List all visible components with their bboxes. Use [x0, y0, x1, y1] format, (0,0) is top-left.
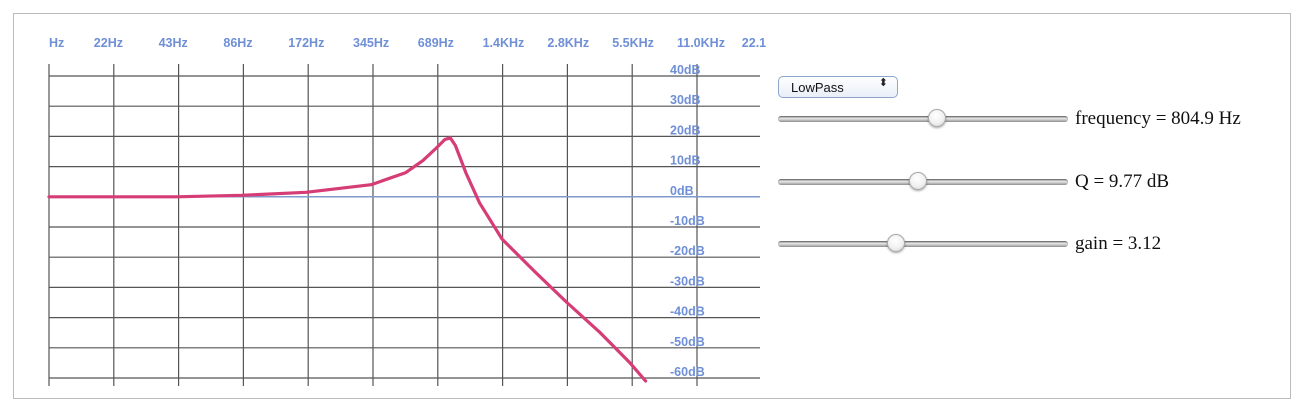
frequency-tick-label: 689Hz [418, 36, 454, 50]
frequency-tick-label: 345Hz [353, 36, 389, 50]
frequency-slider-row: frequency = 804.9 Hz [778, 107, 1298, 131]
frequency-tick-label: 2.8KHz [547, 36, 589, 50]
select-arrows-icon: ⬍ [878, 77, 888, 89]
db-tick-label: -10dB [670, 214, 705, 228]
frequency-tick-label: 1.4KHz [483, 36, 525, 50]
gain-value-label: gain = 3.12 [1075, 233, 1162, 254]
db-tick-label: -40dB [670, 305, 705, 319]
db-tick-label: 40dB [670, 63, 701, 77]
frequency-response-plot: 40dB 30dB 20dB 10dB 0dB -10dB -20dB -30dB -40dB -… [47, 36, 766, 386]
db-tick-label: -20dB [670, 244, 705, 258]
frequency-tick-label: 22.1 [742, 36, 766, 50]
frequency-tick-label: 5.5KHz [612, 36, 654, 50]
frequency-tick-label: Hz [49, 36, 64, 50]
gain-slider-thumb[interactable] [886, 234, 905, 252]
db-tick-label: 30dB [670, 93, 701, 107]
q-slider-thumb[interactable] [908, 172, 927, 190]
frequency-value-label: frequency = 804.9 Hz [1075, 108, 1241, 129]
db-tick-label: 20dB [670, 123, 701, 137]
filter-type-value: LowPass [791, 79, 844, 95]
db-tick-label: -50dB [670, 335, 705, 349]
q-value-label: Q = 9.77 dB [1075, 171, 1170, 192]
frequency-response-curve [47, 136, 648, 383]
frequency-slider-thumb[interactable] [927, 109, 946, 127]
filter-demo-panel: 40dB 30dB 20dB 10dB 0dB -10dB -20dB -30dB -40dB -… [13, 13, 1291, 399]
db-tick-label: -60dB [670, 365, 705, 379]
db-tick-label: -30dB [670, 274, 705, 288]
q-slider-row: Q = 9.77 dB [778, 170, 1298, 194]
frequency-tick-label: 172Hz [288, 36, 324, 50]
frequency-tick-label: 22Hz [94, 36, 123, 50]
frequency-tick-label: 86Hz [223, 36, 252, 50]
filter-type-select[interactable]: LowPass ⬍ [778, 76, 898, 98]
frequency-tick-label: 43Hz [159, 36, 188, 50]
db-tick-label: 0dB [670, 184, 694, 198]
db-tick-label: 10dB [670, 154, 701, 168]
frequency-tick-label: 11.0KHz [677, 36, 725, 50]
gain-slider-row: gain = 3.12 [778, 232, 1298, 256]
frequency-slider[interactable] [778, 116, 1068, 122]
gain-slider[interactable] [778, 241, 1068, 247]
